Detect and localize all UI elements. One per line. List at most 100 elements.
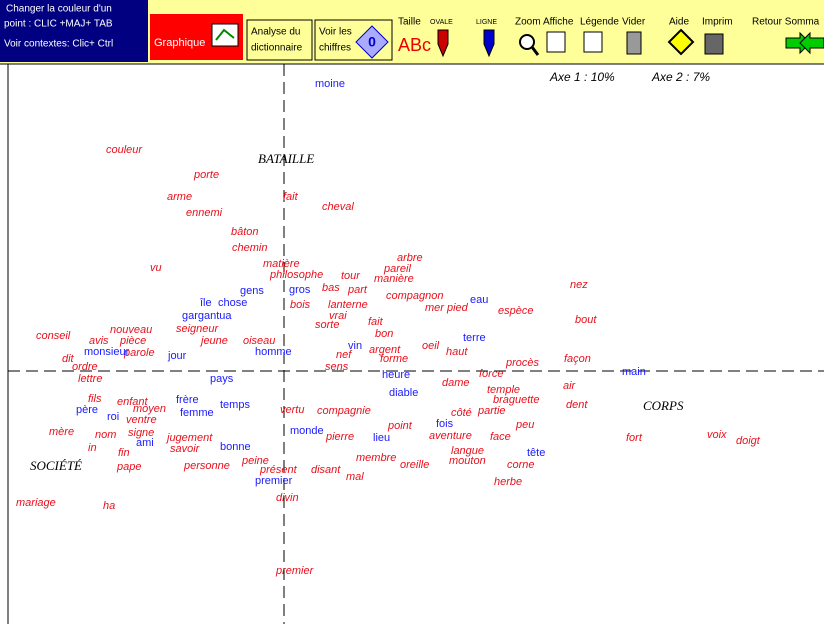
word-point[interactable]: eau — [470, 294, 488, 306]
word-point[interactable]: bâton — [231, 226, 259, 238]
word-point[interactable]: force — [479, 368, 503, 380]
word-point[interactable]: mariage — [16, 497, 56, 509]
word-point[interactable]: jour — [167, 350, 187, 362]
word-point[interactable]: bas — [322, 282, 340, 294]
word-point[interactable]: tour — [341, 270, 361, 282]
word-point[interactable]: avis — [89, 335, 109, 347]
word-point[interactable]: cheval — [322, 201, 354, 213]
word-point[interactable]: ha — [103, 500, 115, 512]
word-point[interactable]: mère — [49, 426, 74, 438]
word-point[interactable]: doigt — [736, 435, 761, 447]
word-point[interactable]: nez — [570, 279, 588, 291]
word-point[interactable]: gens — [240, 285, 264, 297]
word-point[interactable]: temps — [220, 399, 250, 411]
word-point[interactable]: part — [347, 284, 368, 296]
word-point[interactable]: in — [88, 442, 97, 454]
word-point[interactable]: vin — [348, 340, 362, 352]
word-point[interactable]: mouton — [449, 455, 486, 467]
word-point[interactable]: homme — [255, 346, 292, 358]
word-point[interactable]: procès — [505, 357, 540, 369]
word-point[interactable]: femme — [180, 407, 214, 419]
word-point[interactable]: jugement — [165, 432, 213, 444]
word-point[interactable]: conseil — [36, 330, 71, 342]
word-point[interactable]: compagnon — [386, 290, 444, 302]
word-point[interactable]: savoir — [170, 443, 201, 455]
word-point[interactable]: fait — [368, 316, 384, 328]
word-point[interactable]: frère — [176, 394, 199, 406]
word-point[interactable]: oreille — [400, 459, 429, 471]
word-point[interactable]: voix — [707, 429, 727, 441]
word-point[interactable]: lanterne — [328, 299, 368, 311]
word-point[interactable]: matière — [263, 258, 300, 270]
word-point[interactable]: nef — [336, 349, 352, 361]
tool-button[interactable]: Légende — [580, 17, 619, 53]
word-point[interactable]: philosophe — [269, 269, 323, 281]
tool-button[interactable]: Retour Somma — [752, 17, 824, 55]
word-point[interactable]: fin — [118, 447, 130, 459]
tool-button[interactable]: Vider — [622, 17, 646, 55]
word-point[interactable]: bois — [290, 299, 311, 311]
word-point[interactable]: divin — [276, 492, 299, 504]
word-point[interactable]: couleur — [106, 144, 143, 156]
word-point[interactable]: braguette — [493, 394, 539, 406]
word-point[interactable]: pierre — [325, 431, 354, 443]
word-point[interactable]: arbre — [397, 252, 423, 264]
word-point[interactable]: fort — [626, 432, 643, 444]
word-point[interactable]: mal — [346, 471, 364, 483]
word-point[interactable]: peine — [241, 455, 269, 467]
word-point[interactable]: tête — [527, 447, 545, 459]
word-point[interactable]: arme — [167, 191, 192, 203]
word-point[interactable]: jeune — [199, 335, 228, 347]
chiffres-button[interactable]: Voir les chiffres 0 — [314, 19, 393, 61]
word-point[interactable]: fait — [283, 191, 299, 203]
tool-button[interactable]: OVALE — [430, 19, 453, 58]
word-point[interactable]: ennemi — [186, 207, 223, 219]
word-point[interactable]: premier — [275, 565, 315, 577]
word-point[interactable]: bout — [575, 314, 597, 326]
word-point[interactable]: membre — [356, 452, 396, 464]
word-point[interactable]: roi — [107, 411, 119, 423]
word-point[interactable]: façon — [564, 353, 591, 365]
word-point[interactable]: nom — [95, 429, 116, 441]
word-point[interactable]: air — [563, 380, 577, 392]
graphique-button[interactable]: Graphique — [150, 14, 243, 60]
word-point[interactable]: diable — [389, 387, 418, 399]
word-point[interactable]: pays — [210, 373, 234, 385]
word-point[interactable]: ami — [136, 437, 154, 449]
word-point[interactable]: bonne — [220, 441, 251, 453]
word-point[interactable]: dit — [62, 353, 75, 365]
word-point[interactable]: bon — [375, 328, 393, 340]
word-point[interactable]: main — [622, 366, 646, 378]
word-point[interactable]: oeil — [422, 340, 440, 352]
word-point[interactable]: peu — [515, 419, 534, 431]
word-point[interactable]: haut — [446, 346, 468, 358]
word-point[interactable]: seigneur — [176, 323, 220, 335]
word-point[interactable]: argent — [369, 344, 401, 356]
word-point[interactable]: vertu — [280, 404, 304, 416]
word-point[interactable]: compagnie — [317, 405, 371, 417]
word-point[interactable]: moyen — [133, 403, 166, 415]
word-point[interactable]: chose — [218, 297, 247, 309]
word-point[interactable]: pareil — [383, 263, 411, 275]
word-point[interactable]: manière — [374, 273, 414, 285]
word-point[interactable]: ventre — [126, 414, 157, 426]
word-point[interactable]: face — [490, 431, 511, 443]
word-point[interactable]: sens — [325, 361, 349, 373]
word-point[interactable]: pièce — [119, 335, 146, 347]
tool-button[interactable]: Aide — [667, 17, 695, 56]
word-point[interactable]: forme — [380, 353, 408, 365]
tool-button[interactable]: Zoom — [515, 17, 541, 56]
word-point[interactable]: moine — [315, 78, 345, 90]
word-point[interactable]: espèce — [498, 305, 533, 317]
word-point[interactable]: signe — [128, 427, 154, 439]
word-point[interactable]: disant — [311, 464, 341, 476]
word-point[interactable]: heure — [382, 369, 410, 381]
word-point[interactable]: herbe — [494, 476, 522, 488]
word-point[interactable]: côté — [451, 407, 472, 419]
word-point[interactable]: temple — [487, 384, 520, 396]
word-point[interactable]: père — [76, 404, 98, 416]
word-point[interactable]: aventure — [429, 430, 472, 442]
word-point[interactable]: gros — [289, 284, 311, 296]
tool-button[interactable]: Taille ABc — [398, 17, 431, 55]
word-point[interactable]: mer — [425, 302, 445, 314]
